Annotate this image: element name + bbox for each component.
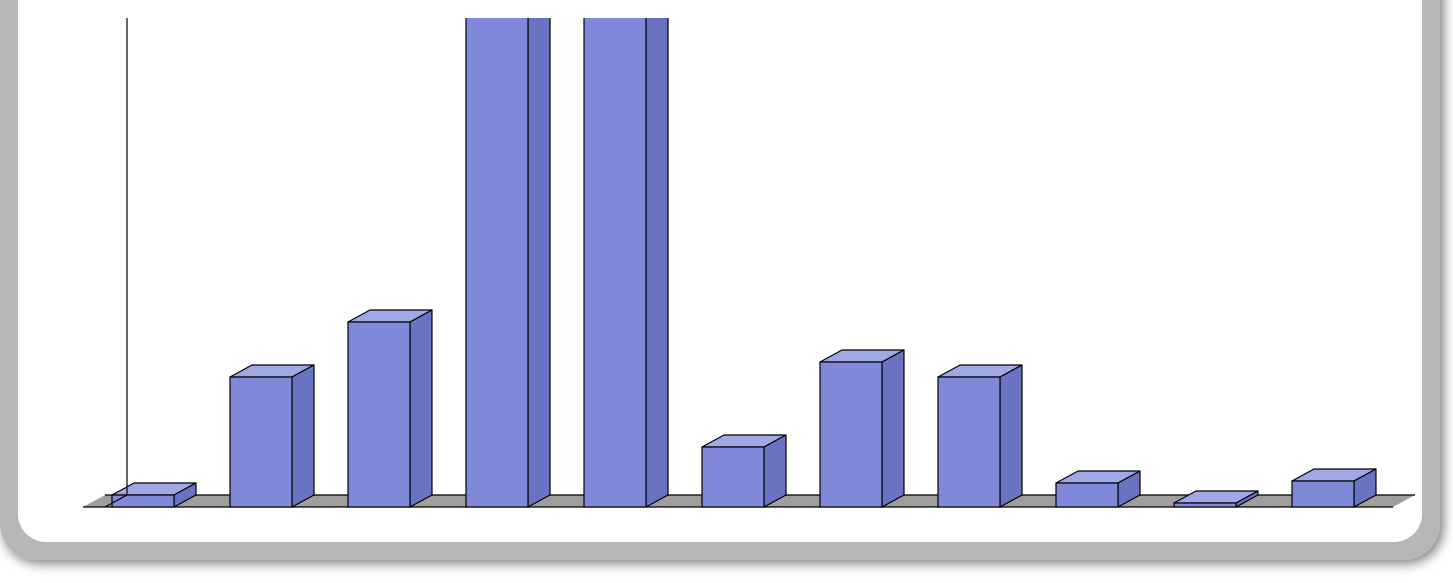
bar-3 — [466, 0, 550, 507]
bar-4 — [584, 0, 668, 507]
bar-5 — [702, 435, 786, 507]
bar-6 — [820, 350, 904, 507]
bar-1 — [230, 365, 314, 507]
chart-frame — [0, 0, 1453, 578]
bar-7 — [938, 365, 1022, 507]
bar-chart — [0, 0, 1453, 578]
bar-2 — [348, 310, 432, 507]
bar-8 — [1056, 471, 1140, 507]
bar-10 — [1292, 469, 1376, 507]
